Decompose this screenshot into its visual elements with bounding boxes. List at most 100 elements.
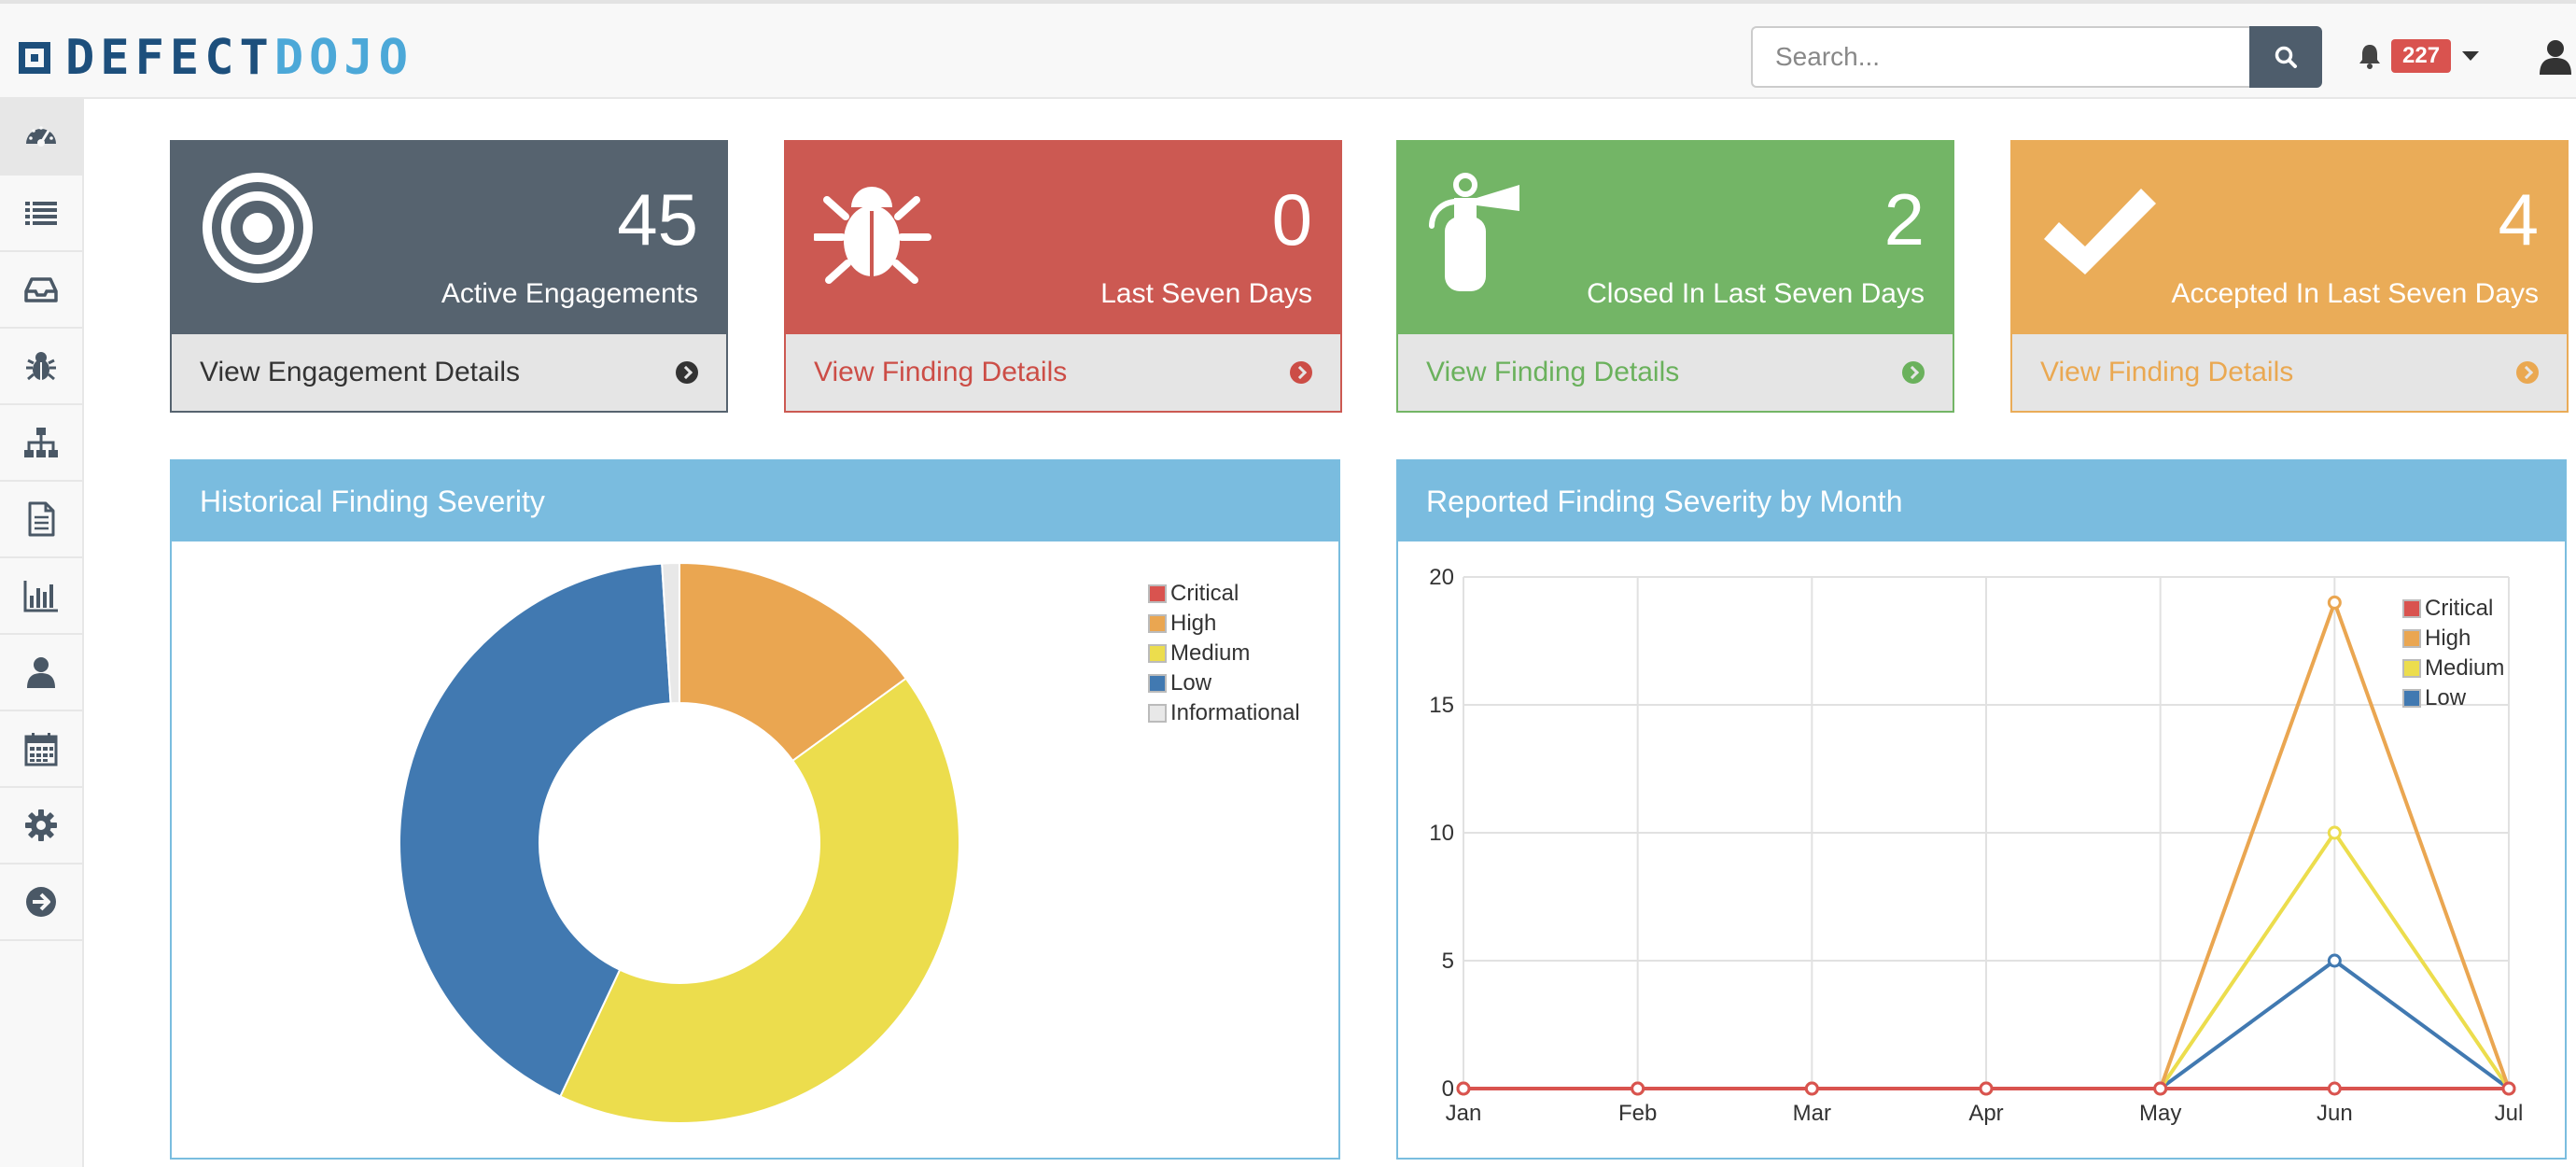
- legend-swatch: [1148, 644, 1167, 663]
- donut-legend-critical: Critical: [1148, 579, 1300, 609]
- stat-link-label: View Finding Details: [2040, 357, 2294, 387]
- line-legend-medium: Medium: [2402, 654, 2504, 683]
- x-tick-label: Jun: [2317, 1101, 2353, 1126]
- sidebar-item-reports[interactable]: [0, 482, 82, 558]
- donut-slice-medium: [558, 677, 960, 1124]
- severity-by-month-panel: Reported Finding Severity by Month Jan Fe…: [1396, 459, 2567, 1160]
- sidebar-item-metrics[interactable]: [0, 558, 82, 635]
- stat-panel-accepted-last-seven-days: 4 Accepted In Last Seven Days View Findi…: [2010, 140, 2569, 413]
- panel-title: Reported Finding Severity by Month: [1398, 461, 2565, 541]
- severity-line-chart: Jan Feb Mar Apr May Jun Jul 0 5 10 15 20: [1429, 565, 2523, 1126]
- notifications-dropdown[interactable]: 227: [2358, 37, 2480, 75]
- legend-swatch: [2402, 599, 2421, 618]
- stat-link-label: View Engagement Details: [200, 357, 520, 387]
- donut-legend-high: High: [1148, 609, 1300, 639]
- sidebar-item-configuration[interactable]: [0, 788, 82, 865]
- data-point-critical: [2501, 1081, 2516, 1096]
- user-menu-icon[interactable]: [2537, 37, 2574, 75]
- search-input[interactable]: [1751, 26, 2249, 88]
- line-legend-low: Low: [2402, 683, 2504, 713]
- data-point-critical: [1804, 1081, 1819, 1096]
- stat-value: 0: [1271, 178, 1312, 260]
- donut-legend: Critical High Medium Low Informational: [1148, 579, 1300, 728]
- stat-link-label: View Finding Details: [814, 357, 1068, 387]
- chevron-down-icon: [2462, 51, 2480, 61]
- arrow-circle-right-icon: [1902, 361, 1925, 384]
- sidebar-item-components[interactable]: [0, 405, 82, 482]
- list-icon: [25, 202, 57, 225]
- severity-donut-chart: [399, 561, 960, 1124]
- donut-slice-informational: [661, 561, 680, 705]
- logo-mark-icon: [19, 42, 50, 74]
- target-icon: [203, 173, 313, 283]
- historical-finding-severity-panel: Historical Finding Severity Critical High…: [170, 459, 1340, 1160]
- notification-count-badge: 227: [2391, 39, 2452, 73]
- view-engagement-details-link[interactable]: View Engagement Details: [172, 332, 726, 411]
- sidebar-item-calendar[interactable]: [0, 711, 82, 788]
- data-point-critical: [1631, 1081, 1645, 1096]
- sidebar-item-users[interactable]: [0, 635, 82, 711]
- legend-label: Low: [2425, 685, 2467, 710]
- data-point-critical: [2153, 1081, 2168, 1096]
- stat-link-label: View Finding Details: [1426, 357, 1680, 387]
- gear-icon: [25, 809, 57, 841]
- stat-value: 45: [617, 178, 698, 260]
- defectdojo-logo[interactable]: DEFECT DOJO: [19, 30, 414, 86]
- legend-label: Critical: [2425, 596, 2494, 621]
- data-point-critical: [2327, 1081, 2342, 1096]
- logo-text-dojo: DOJO: [273, 30, 414, 86]
- legend-label: Medium: [2425, 655, 2505, 681]
- legend-label: Low: [1170, 670, 1212, 696]
- inbox-icon: [24, 277, 58, 302]
- x-tick-label: Feb: [1618, 1101, 1657, 1126]
- stat-label: Last Seven Days: [1100, 278, 1312, 309]
- search-form: [1751, 26, 2322, 88]
- bug-icon: [26, 352, 56, 381]
- sidebar-item-collapse[interactable]: [0, 865, 82, 941]
- legend-label: High: [2425, 626, 2471, 651]
- stat-panel-last-seven-days: 0 Last Seven Days View Finding Details: [784, 140, 1342, 413]
- line-legend-high: High: [2402, 624, 2504, 654]
- bar-chart-icon: [23, 581, 58, 612]
- view-finding-details-link[interactable]: View Finding Details: [786, 332, 1340, 411]
- line-legend-critical: Critical: [2402, 594, 2504, 624]
- bug-icon: [814, 187, 931, 284]
- sidebar-item-engagements[interactable]: [0, 252, 82, 329]
- top-navbar: DEFECT DOJO 227: [0, 0, 2576, 99]
- legend-swatch: [1148, 704, 1167, 723]
- legend-label: Critical: [1170, 581, 1239, 606]
- view-finding-details-link[interactable]: View Finding Details: [1398, 332, 1953, 411]
- search-button[interactable]: [2249, 26, 2322, 88]
- legend-label: High: [1170, 611, 1217, 636]
- sidebar-item-products[interactable]: [0, 176, 82, 252]
- stat-panel-header: 4 Accepted In Last Seven Days: [2012, 142, 2567, 332]
- logo-text-defect: DEFECT: [65, 30, 274, 86]
- x-tick-label: Mar: [1793, 1101, 1831, 1126]
- stat-panel-closed-last-seven-days: 2 Closed In Last Seven Days View Finding…: [1396, 140, 1954, 413]
- data-point-low: [2327, 953, 2342, 968]
- bell-icon: [2359, 45, 2380, 69]
- donut-legend-low: Low: [1148, 668, 1300, 698]
- stat-label: Active Engagements: [441, 278, 698, 309]
- y-tick-label: 10: [1429, 821, 1454, 846]
- arrow-circle-right-icon: [1290, 361, 1312, 384]
- stat-value: 4: [2498, 178, 2539, 260]
- donut-slice-low: [399, 562, 672, 1098]
- arrow-circle-right-icon: [26, 887, 56, 917]
- sidebar-item-findings[interactable]: [0, 329, 82, 405]
- stat-panel-header: 45 Active Engagements: [172, 142, 726, 332]
- donut-slice-high: [679, 561, 908, 763]
- data-point-medium: [2327, 825, 2342, 840]
- dashboard-icon: [26, 126, 56, 147]
- stat-label: Closed In Last Seven Days: [1587, 278, 1925, 309]
- donut-legend-medium: Medium: [1148, 639, 1300, 668]
- stat-value: 2: [1883, 178, 1925, 260]
- view-finding-details-link[interactable]: View Finding Details: [2012, 332, 2567, 411]
- y-tick-label: 20: [1429, 565, 1454, 590]
- sidebar-item-dashboard[interactable]: [0, 99, 82, 176]
- data-point-critical: [1979, 1081, 1994, 1096]
- file-icon: [28, 501, 55, 537]
- stat-label: Accepted In Last Seven Days: [2171, 278, 2539, 309]
- y-tick-label: 5: [1442, 949, 1454, 974]
- calendar-icon: [24, 733, 58, 766]
